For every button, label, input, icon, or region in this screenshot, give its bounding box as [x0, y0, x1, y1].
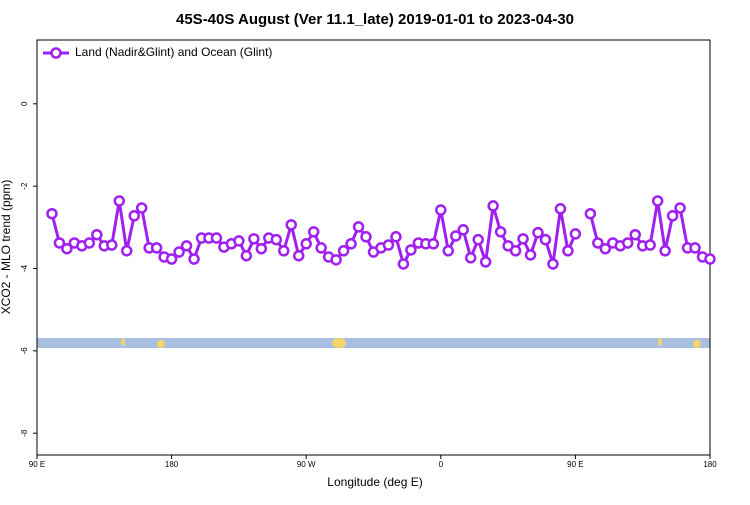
point	[457, 224, 469, 236]
point	[659, 245, 671, 257]
point	[502, 240, 514, 252]
point	[524, 249, 537, 261]
point	[278, 245, 290, 257]
point	[397, 258, 410, 270]
y-tick-label: 0	[20, 101, 29, 106]
point	[427, 238, 440, 250]
y-tick-label: -2	[20, 182, 29, 190]
point	[240, 249, 253, 262]
point	[307, 226, 320, 238]
point	[651, 195, 664, 207]
point	[450, 230, 462, 242]
x-tick-label: 90 E	[567, 460, 583, 469]
point	[330, 254, 342, 266]
point	[150, 242, 163, 254]
point	[435, 204, 447, 216]
legend-marker	[50, 47, 62, 59]
point	[704, 253, 716, 265]
point	[91, 228, 103, 241]
point	[532, 226, 544, 239]
point	[285, 219, 297, 231]
point	[173, 246, 185, 258]
x-tick-label: 90 E	[29, 460, 45, 469]
point	[390, 231, 402, 243]
point	[539, 233, 552, 246]
point	[46, 207, 58, 220]
point	[248, 233, 260, 245]
point	[292, 249, 305, 262]
point	[128, 210, 140, 222]
point	[255, 242, 268, 255]
map-strip	[37, 338, 710, 348]
point	[599, 242, 612, 255]
point	[442, 245, 455, 257]
point	[479, 256, 492, 268]
point	[165, 253, 178, 265]
point	[592, 237, 604, 249]
y-axis-label: XCO2 - MLO trend (ppm)	[0, 180, 13, 315]
x-tick-label: 180	[703, 460, 717, 469]
point	[210, 232, 223, 244]
point	[300, 238, 312, 250]
point	[674, 202, 686, 214]
point	[509, 245, 522, 257]
point	[315, 242, 327, 254]
point	[120, 245, 133, 257]
x-tick-label: 0	[439, 460, 444, 469]
point	[345, 238, 357, 250]
point	[689, 242, 701, 254]
point	[188, 253, 200, 265]
y-tick-label: -6	[20, 347, 29, 355]
y-tick-label: -8	[20, 429, 29, 437]
legend-label: Land (Nadir&Glint) and Ocean (Glint)	[75, 45, 272, 59]
point	[113, 195, 126, 207]
point	[547, 258, 559, 270]
point	[517, 233, 529, 245]
point	[629, 228, 641, 241]
point	[83, 237, 96, 249]
point	[487, 200, 499, 212]
x-tick-label: 180	[165, 460, 179, 469]
point	[53, 237, 66, 249]
point	[360, 231, 372, 243]
point	[562, 245, 574, 257]
point	[666, 210, 679, 222]
point	[584, 207, 597, 220]
point	[382, 239, 395, 251]
point	[494, 226, 507, 238]
point	[180, 240, 193, 252]
point	[106, 239, 118, 251]
point	[472, 233, 484, 246]
point	[270, 233, 283, 246]
point	[135, 202, 148, 214]
point	[644, 239, 656, 251]
y-tick-label: -4	[20, 264, 29, 272]
point	[464, 252, 477, 264]
point	[233, 235, 245, 247]
plot-frame	[36, 39, 711, 456]
x-axis-label: Longitude (deg E)	[327, 475, 422, 489]
point	[569, 228, 582, 240]
point	[554, 203, 567, 215]
x-tick-label: 90 W	[297, 460, 316, 469]
point	[61, 242, 73, 255]
point	[337, 245, 350, 257]
point	[621, 237, 634, 249]
point	[405, 244, 417, 256]
chart-title: 45S-40S August (Ver 11.1_late) 2019-01-0…	[176, 11, 574, 28]
point	[352, 221, 365, 233]
